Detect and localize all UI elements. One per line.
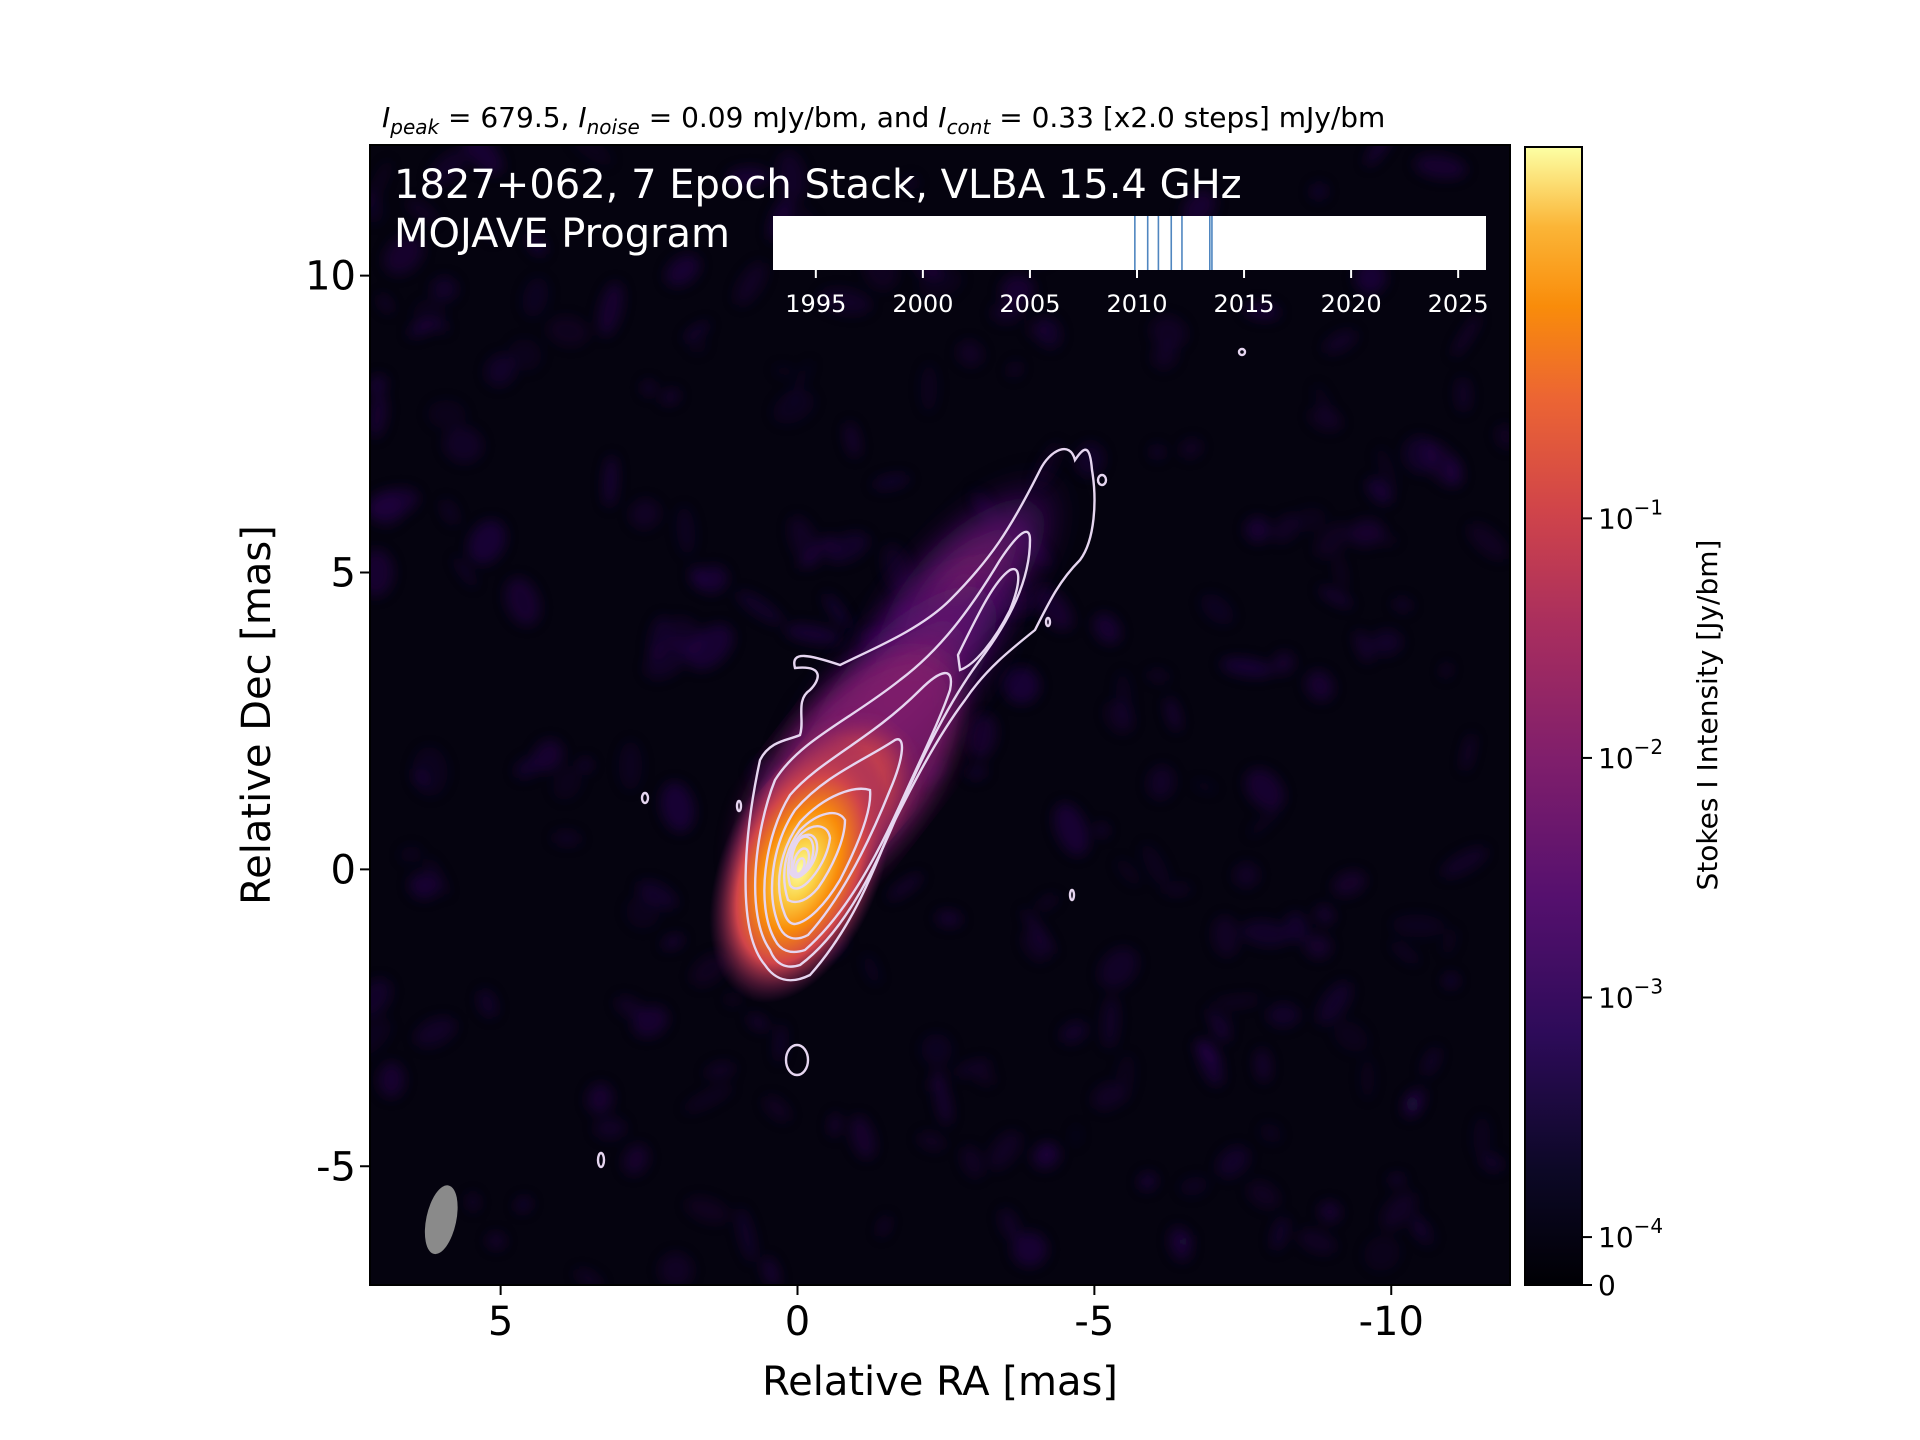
y-axis-label: Relative Dec [mas] — [234, 525, 280, 905]
x-tick-label: 5 — [488, 1299, 513, 1345]
timeline-bar — [773, 216, 1486, 270]
colorbar-gradient — [1524, 146, 1583, 1286]
epoch-timeline: 1995 2000 2005 2010 2015 2020 2025 — [773, 216, 1489, 318]
y-tick-label: 0 — [331, 847, 356, 893]
timeline-tick-label: 2000 — [892, 290, 953, 318]
x-tick-label: -5 — [1074, 1299, 1114, 1345]
y-tick-label: 10 — [305, 254, 356, 300]
colorbar-ticks: 0 10−4 10−3 10−2 10−1 — [1582, 495, 1663, 1302]
chart-subtitle: MOJAVE Program — [394, 211, 730, 257]
image-panel: 1827+062, 7 Epoch Stack, VLBA 15.4 GHz M… — [369, 144, 1511, 1286]
y-axis: -5 0 5 10 — [305, 254, 370, 1190]
timeline-ticks: 1995 2000 2005 2010 2015 2020 2025 — [785, 270, 1489, 318]
colorbar-tick-label: 10−3 — [1598, 975, 1663, 1015]
timeline-tick-label: 2025 — [1428, 290, 1489, 318]
timeline-tick-label: 2010 — [1106, 290, 1167, 318]
colorbar-tick-label: 10−2 — [1598, 735, 1663, 775]
x-axis: 5 0 -5 -10 — [488, 1285, 1424, 1345]
beam-ellipse — [424, 1185, 458, 1255]
timeline-tick-label: 2005 — [999, 290, 1060, 318]
background-noise — [370, 145, 1510, 1285]
colorbar-label: Stokes I Intensity [Jy/bm] — [1691, 540, 1724, 891]
colorbar-tick-label: 0 — [1598, 1269, 1616, 1302]
y-tick-label: 5 — [331, 551, 356, 597]
x-axis-label: Relative RA [mas] — [762, 1359, 1118, 1405]
x-tick-label: 0 — [785, 1299, 810, 1345]
colorbar-tick-label: 10−4 — [1598, 1214, 1663, 1254]
y-tick-label: -5 — [316, 1144, 356, 1190]
timeline-tick-label: 2020 — [1321, 290, 1382, 318]
timeline-epochs — [1134, 216, 1213, 270]
jet-emission — [709, 471, 1070, 1004]
colorbar: 0 10−4 10−3 10−2 10−1 Stokes I Intensity [Jy… — [1524, 146, 1724, 1302]
x-tick-label: -10 — [1359, 1299, 1424, 1345]
plot-frame — [369, 144, 1511, 1286]
chart-title: 1827+062, 7 Epoch Stack, VLBA 15.4 GHz — [394, 162, 1242, 208]
contours — [596, 347, 1247, 1169]
timeline-tick-label: 1995 — [785, 290, 846, 318]
timeline-tick-label: 2015 — [1214, 290, 1275, 318]
header-text: Ipeak = 679.5, Inoise = 0.09 mJy/bm, and… — [382, 101, 1385, 139]
colorbar-tick-label: 10−1 — [1598, 495, 1663, 535]
